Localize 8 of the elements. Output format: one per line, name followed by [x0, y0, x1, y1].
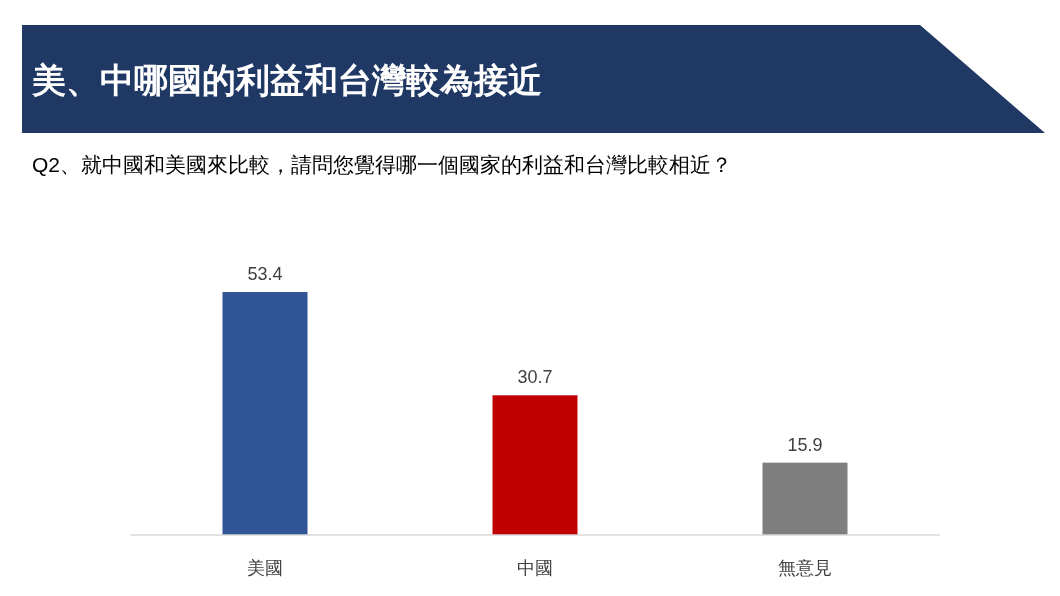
x-tick-label: 無意見	[778, 558, 832, 578]
x-tick-label: 中國	[517, 558, 553, 578]
title: 美、中哪國的利益和台灣較為接近	[32, 61, 542, 99]
data-label: 30.7	[517, 367, 553, 388]
x-tick-label: 美國	[247, 558, 283, 578]
data-label: 53.4	[247, 264, 283, 284]
subtitle: Q2、就中國和美國來比較，請問您覺得哪一個國家的利益和台灣比較相近？	[32, 153, 732, 176]
data-label: 15.9	[787, 434, 823, 455]
